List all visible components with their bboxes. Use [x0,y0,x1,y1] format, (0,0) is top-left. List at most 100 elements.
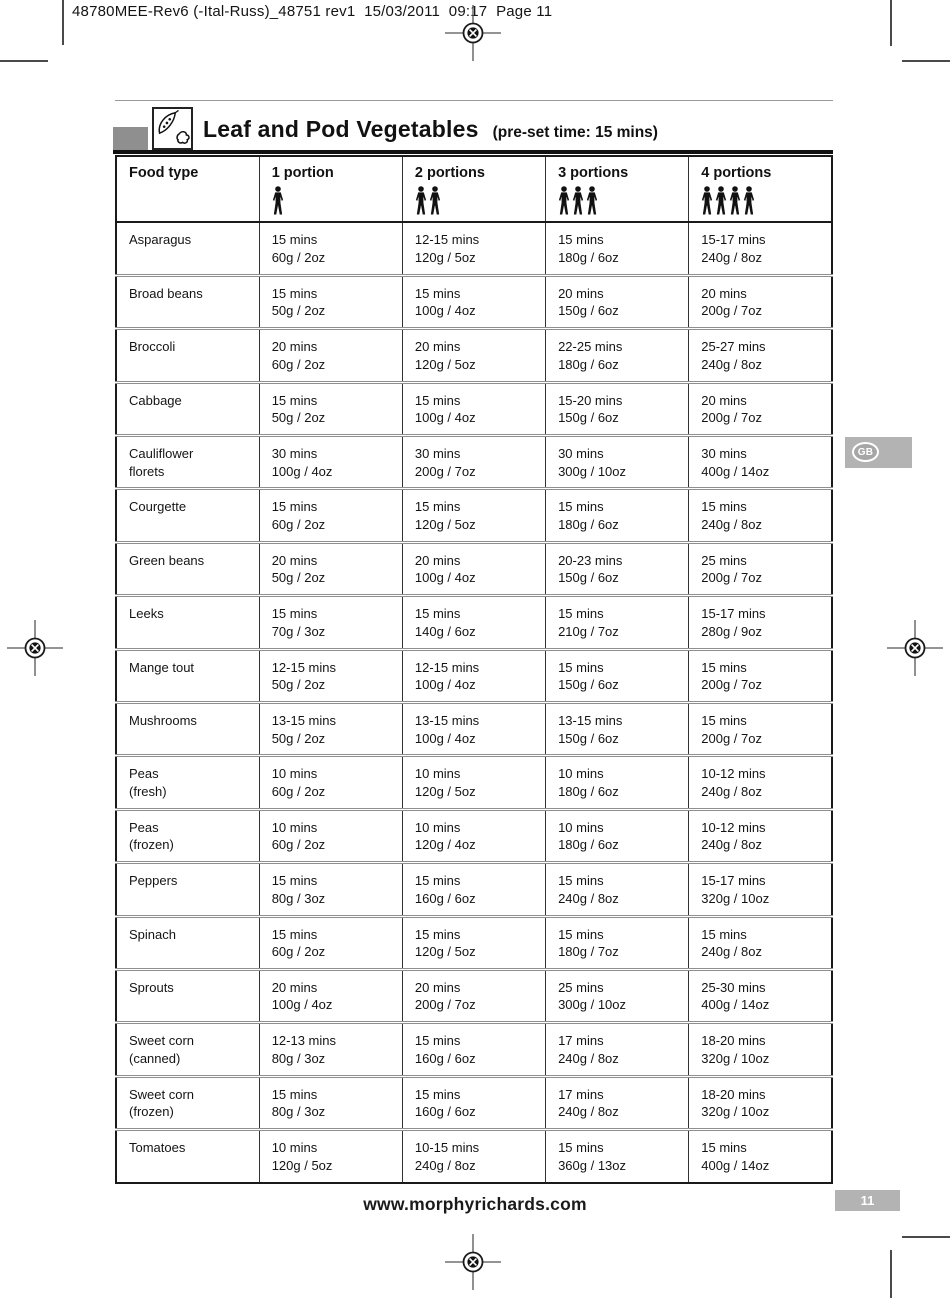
portion-cell: 20 mins 50g / 2oz [258,540,403,596]
column-header: Food type [116,156,260,223]
portion-cell: 20 mins 200g / 7oz [401,967,546,1023]
registration-mark-top [445,5,501,61]
crop-mark [902,1236,950,1238]
table-row: Green beans 20 mins 50g / 2oz 20 mins 100g… [116,540,832,596]
portion-cell: 12-15 mins 100g / 4oz [401,647,546,703]
portion-cell: 15 mins 60g / 2oz [258,914,403,970]
portion-cell: 15 mins 120g / 5oz [401,914,546,970]
portion-cell: 10 mins 180g / 6oz [545,807,689,863]
column-header-label: 4 portions [701,165,772,181]
table-body: Asparagus 15 mins 60g / 2oz 12-15 mins 120… [116,222,832,1184]
column-header: 2 portions [401,156,546,223]
portion-person-icons [558,186,688,215]
person-icon [702,186,713,215]
food-type-cell: Sprouts [116,967,260,1023]
portion-cell: 15 mins 50g / 2oz [258,273,403,329]
food-type-cell: Sweet corn (canned) [116,1021,260,1077]
food-type-cell: Sweet corn (frozen) [116,1074,260,1130]
person-icon [415,186,426,215]
portion-cell: 15 mins 120g / 5oz [401,487,546,543]
portion-cell: 15-17 mins 240g / 8oz [688,222,832,276]
portion-cell: 10 mins 60g / 2oz [258,807,403,863]
portion-cell: 18-20 mins 320g / 10oz [688,1074,832,1130]
table-row: Mushrooms 13-15 mins 50g / 2oz 13-15 mins … [116,701,832,756]
language-tab-gb: GB [845,437,912,468]
crop-mark [890,1250,892,1298]
portion-cell: 15 mins 50g / 2oz [258,380,403,436]
food-type-cell: Broccoli [116,327,260,383]
portion-cell: 20 mins 200g / 7oz [688,273,832,329]
person-icon [716,186,727,215]
portion-cell: 15 mins 100g / 4oz [401,273,546,329]
table-row: Leeks 15 mins 70g / 3oz 15 mins 140g / 6oz… [116,594,832,650]
food-type-cell: Peppers [116,861,260,917]
portion-cell: 20-23 mins 150g / 6oz [545,540,689,596]
portion-cell: 25-27 mins 240g / 8oz [688,327,832,383]
table-header: Food type 1 portion 2 portions 3 portions… [116,156,832,223]
table-row: Peppers 15 mins 80g / 3oz 15 mins 160g / 6… [116,861,832,917]
table-row: Peas (fresh) 10 mins 60g / 2oz 10 mins 120… [116,754,832,810]
column-header-label: 3 portions [558,165,629,181]
person-icon [558,186,570,215]
portion-cell: 15 mins 100g / 4oz [401,380,546,436]
portion-cell: 15 mins 140g / 6oz [401,594,546,650]
food-type-cell: Cabbage [116,380,260,436]
portion-cell: 10 mins 60g / 2oz [258,754,403,810]
food-type-cell: Peas (fresh) [116,754,260,810]
person-icon [272,186,283,215]
table-row: Spinach 15 mins 60g / 2oz 15 mins 120g / 5… [116,914,832,970]
portion-cell: 15 mins 70g / 3oz [258,594,403,650]
food-type-cell: Mushrooms [116,701,260,756]
portion-cell: 13-15 mins 150g / 6oz [545,701,689,756]
portion-cell: 15 mins 160g / 6oz [401,1074,546,1130]
table-row: Asparagus 15 mins 60g / 2oz 12-15 mins 120… [116,222,832,276]
table-row: Broccoli 20 mins 60g / 2oz 20 mins 120g / … [116,327,832,383]
table-row: Mange tout 12-15 mins 50g / 2oz 12-15 mins… [116,647,832,703]
portion-cell: 20 mins 120g / 5oz [401,327,546,383]
column-header-label: 1 portion [271,165,334,181]
crop-mark [890,0,892,46]
person-icon [429,186,440,215]
table-row: Cabbage 15 mins 50g / 2oz 15 mins 100g / 4… [116,380,832,436]
portion-cell: 15 mins 60g / 2oz [258,487,403,543]
portion-cell: 30 mins 100g / 4oz [258,434,403,489]
portion-cell: 10-12 mins 240g / 8oz [688,754,832,810]
footer-website-url: www.morphyrichards.com [363,1194,587,1214]
portion-cell: 12-15 mins 120g / 5oz [401,222,546,276]
food-type-cell: Broad beans [116,273,260,329]
crop-mark [62,0,64,45]
portion-cell: 15 mins 180g / 6oz [545,487,689,543]
registration-mark-bottom [445,1234,501,1290]
portion-cell: 15-17 mins 320g / 10oz [688,861,832,917]
header-row: Food type 1 portion 2 portions 3 portions… [116,156,832,223]
portion-cell: 15 mins 60g / 2oz [258,222,403,276]
portion-cell: 15 mins 150g / 6oz [545,647,689,703]
portion-cell: 15 mins 180g / 6oz [545,222,689,276]
registration-mark-left [7,620,63,676]
food-type-cell: Leeks [116,594,260,650]
food-type-cell: Asparagus [129,232,192,247]
portion-cell: 20 mins 150g / 6oz [545,273,689,329]
food-type-cell: Tomatoes [116,1128,260,1184]
portion-cell: 18-20 mins 320g / 10oz [688,1021,832,1077]
crop-mark [902,60,950,62]
portion-cell: 30 mins 400g / 14oz [688,434,832,489]
portion-person-icons [701,186,831,215]
portion-cell: 20 mins 100g / 4oz [258,967,403,1023]
page-title: Leaf and Pod Vegetables [203,116,479,142]
person-icon [744,186,755,215]
column-header: 4 portions [688,156,832,223]
portion-cell: 17 mins 240g / 8oz [545,1021,689,1077]
preset-time-label: (pre-set time: 15 mins) [492,124,658,141]
portion-cell: 13-15 mins 100g / 4oz [401,701,546,756]
food-type-cell: Courgette [116,487,260,543]
person-icon [586,186,598,215]
person-icon [572,186,584,215]
portion-cell: 15 mins 80g / 3oz [258,1074,403,1130]
portion-cell: 22-25 mins 180g / 6oz [545,327,689,383]
food-type-cell: Green beans [116,540,260,596]
portion-cell: 10 mins 180g / 6oz [545,754,689,810]
table-row: Courgette 15 mins 60g / 2oz 15 mins 120g /… [116,487,832,543]
column-header: 1 portion [258,156,403,223]
